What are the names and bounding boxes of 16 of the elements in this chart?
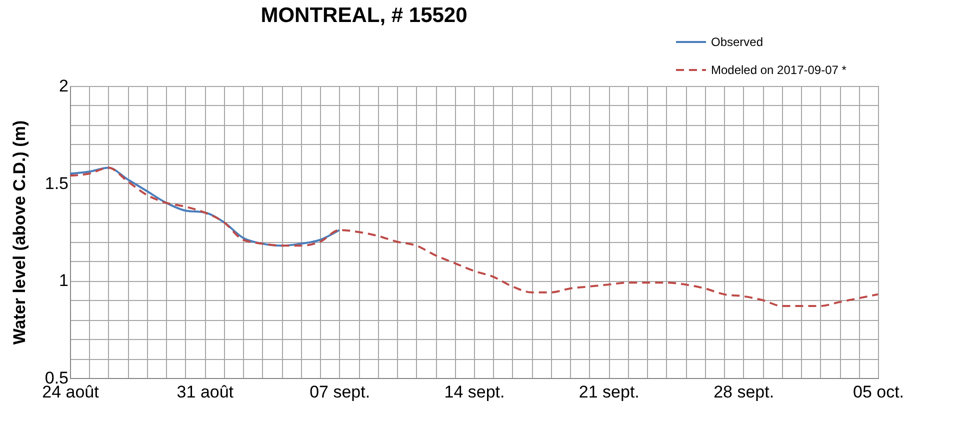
x-tick-label: 24 août — [42, 382, 100, 402]
x-tick-label: 14 sept. — [444, 382, 505, 402]
x-tick-label: 28 sept. — [714, 382, 774, 402]
legend-label: Modeled on 2017-09-07 * — [711, 63, 847, 77]
x-tick-label: 31 août — [176, 382, 234, 402]
y-tick-label: 1.5 — [44, 174, 68, 193]
line-series — [69, 166, 340, 247]
chart-title: MONTREAL, # 15520 — [260, 4, 468, 27]
y-tick-label: 1 — [59, 271, 68, 290]
y-tick-label: 2 — [59, 76, 68, 96]
y-axis-title: Water level (above C.D.) (m) — [10, 120, 29, 345]
x-tick-label: 21 sept. — [578, 382, 640, 402]
line-series — [69, 166, 879, 307]
x-tick-label: 05 oct. — [852, 382, 904, 402]
legend-label: Observed — [711, 35, 764, 49]
x-tick-label: 07 sept. — [310, 382, 370, 402]
